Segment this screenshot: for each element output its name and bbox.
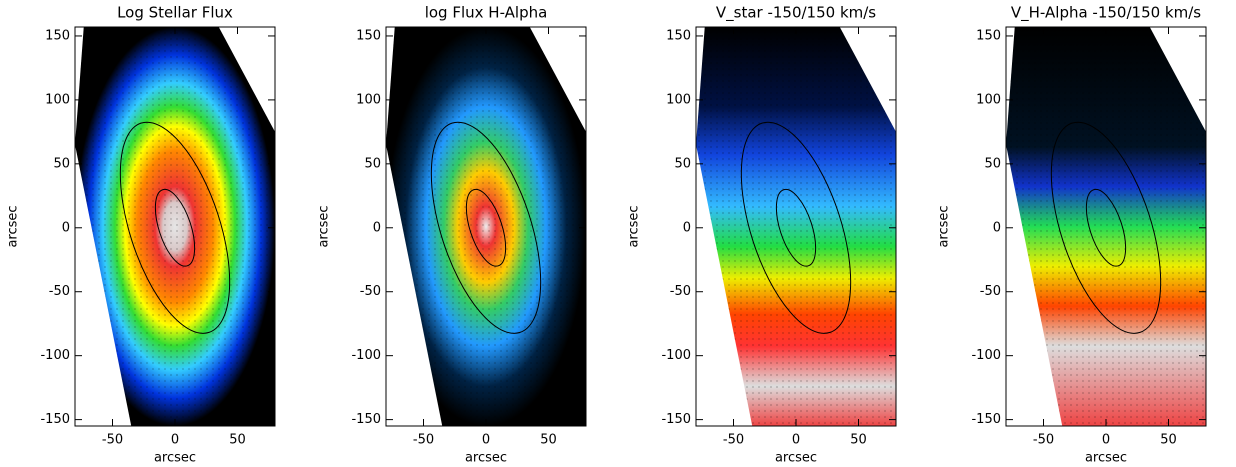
y-tick-label: 100 [356, 92, 381, 107]
y-tick-label: 50 [984, 156, 1001, 171]
chart-title: Log Stellar Flux [117, 4, 233, 22]
y-axis-label: arcsec [6, 205, 21, 247]
x-tick-label: 0 [1102, 433, 1110, 448]
y-tick-label: -150 [351, 412, 381, 427]
y-tick-label: -50 [360, 284, 381, 299]
chart-title: log Flux H-Alpha [425, 4, 548, 22]
y-tick-label: -150 [661, 412, 691, 427]
x-tick-label: 50 [540, 433, 557, 448]
contour [1050, 121, 1162, 334]
y-tick-label: 50 [53, 156, 70, 171]
x-tick-label: -50 [723, 433, 744, 448]
y-tick-label: 100 [45, 92, 70, 107]
y-tick-label: 0 [993, 220, 1001, 235]
y-tick-label: 50 [364, 156, 381, 171]
y-tick-label: 0 [683, 220, 691, 235]
y-tick-label: -150 [40, 412, 70, 427]
x-tick-label: 50 [850, 433, 867, 448]
x-tick-label: 50 [1160, 433, 1177, 448]
x-tick-label: 50 [229, 433, 246, 448]
contour [1085, 188, 1127, 267]
x-tick-label: -50 [102, 433, 123, 448]
y-axis-label: arcsec [627, 205, 642, 247]
chart-title: V_star -150/150 km/s [716, 4, 876, 23]
y-tick-label: -100 [971, 348, 1001, 363]
y-tick-label: 0 [62, 220, 70, 235]
panel: log Flux H-Alpha arcsec arcsec -50 0 50 -150 -1… [317, 4, 587, 466]
y-tick-label: -100 [661, 348, 691, 363]
contour [119, 121, 231, 334]
contour [430, 121, 542, 334]
y-tick-label: 100 [976, 92, 1001, 107]
y-tick-label: 150 [356, 28, 381, 43]
panel: Log Stellar Flux arcsec arcsec -50 0 50 -150 -1… [6, 4, 276, 466]
y-tick-label: -50 [980, 284, 1001, 299]
y-tick-label: 150 [976, 28, 1001, 43]
x-axis-label: arcsec [1085, 451, 1127, 466]
x-tick-label: -50 [1033, 433, 1054, 448]
y-tick-label: -50 [670, 284, 691, 299]
contour [465, 188, 507, 267]
contour [740, 121, 852, 334]
contour [775, 188, 817, 267]
bin-dots [696, 27, 896, 426]
y-tick-label: 150 [45, 28, 70, 43]
panel: V_H-Alpha -150/150 km/s arcsec arcsec -50 0 5… [937, 4, 1207, 466]
chart-title: V_H-Alpha -150/150 km/s [1011, 4, 1201, 23]
contour [154, 188, 196, 267]
x-axis-label: arcsec [154, 451, 196, 466]
y-axis-label: arcsec [937, 205, 952, 247]
bin-dots [1006, 27, 1206, 426]
y-tick-label: 50 [674, 156, 691, 171]
y-tick-label: -100 [351, 348, 381, 363]
x-tick-label: 0 [482, 433, 490, 448]
x-tick-label: -50 [413, 433, 434, 448]
y-axis-label: arcsec [317, 205, 332, 247]
x-tick-label: 0 [792, 433, 800, 448]
y-tick-label: -50 [49, 284, 70, 299]
y-tick-label: -150 [971, 412, 1001, 427]
x-axis-label: arcsec [465, 451, 507, 466]
y-tick-label: -100 [40, 348, 70, 363]
y-tick-label: 0 [373, 220, 381, 235]
bin-dots [386, 27, 586, 426]
x-axis-label: arcsec [775, 451, 817, 466]
y-tick-label: 150 [666, 28, 691, 43]
panel: V_star -150/150 km/s arcsec arcsec -50 0 50 -1… [627, 4, 897, 466]
x-tick-label: 0 [171, 433, 179, 448]
bin-dots [75, 27, 275, 426]
y-tick-label: 100 [666, 92, 691, 107]
